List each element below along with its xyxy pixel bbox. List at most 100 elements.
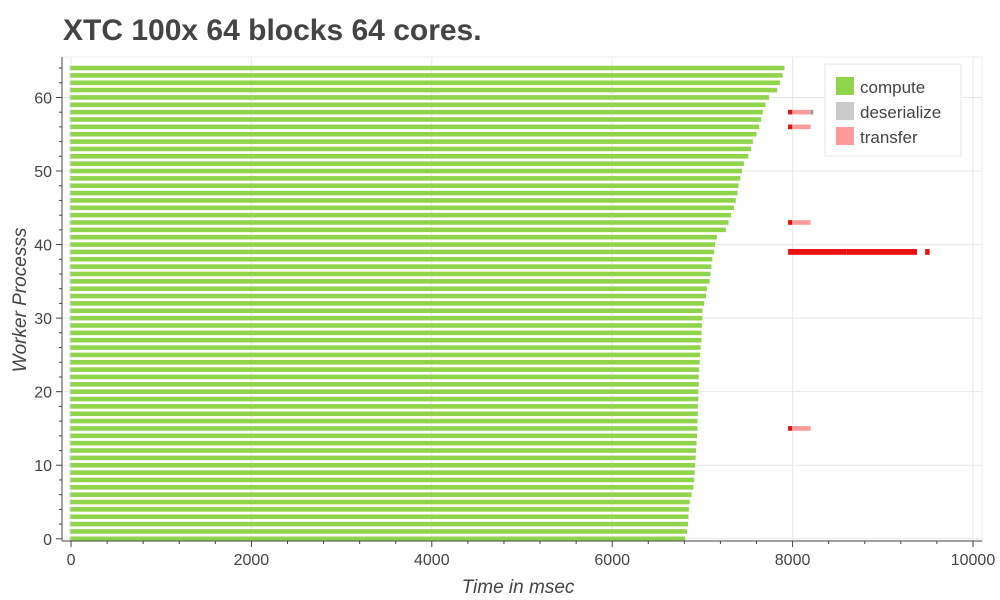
deserialize-mark	[69, 80, 72, 86]
transfer-bar	[788, 249, 847, 255]
deserialize-mark	[69, 271, 72, 277]
compute-bar	[71, 212, 732, 218]
legend-swatch-compute	[836, 77, 854, 95]
deserialize-mark	[69, 249, 72, 255]
deserialize-mark	[69, 131, 72, 137]
compute-bar	[71, 279, 710, 284]
compute-bar	[71, 109, 763, 115]
deserialize-mark	[69, 205, 72, 211]
transfer-bar	[788, 426, 811, 431]
deserialize-mark	[69, 73, 72, 78]
deserialize-mark	[69, 477, 72, 483]
deserialize-mark	[69, 168, 72, 174]
deserialize-mark	[69, 448, 72, 453]
compute-bar	[71, 514, 689, 520]
deserialize-mark	[69, 220, 72, 225]
compute-bar	[71, 227, 726, 233]
compute-bar	[71, 124, 760, 130]
x-axis-label: Time in msec	[462, 577, 575, 598]
compute-bar	[71, 301, 705, 306]
compute-bar	[71, 411, 698, 417]
y-tick-label: 30	[34, 311, 52, 328]
compute-bar	[71, 139, 753, 144]
deserialize-mark	[69, 190, 72, 196]
compute-bar	[71, 529, 688, 534]
deserialize-mark	[69, 315, 72, 321]
deserialize-mark	[69, 396, 72, 402]
compute-bar	[71, 404, 698, 409]
compute-bar	[71, 389, 699, 394]
transfer-bar	[788, 124, 811, 130]
x-tick-label: 2000	[234, 552, 270, 569]
deserialize-mark	[69, 440, 72, 446]
compute-bar	[71, 433, 697, 439]
deserialize-mark	[69, 264, 72, 269]
deserialize-mark	[69, 455, 72, 461]
compute-bar	[71, 102, 766, 108]
deserialize-mark	[69, 433, 72, 439]
y-tick-label: 0	[43, 532, 52, 549]
deserialize-mark	[69, 359, 72, 365]
compute-bar	[71, 168, 743, 174]
deserialize-mark	[69, 87, 72, 93]
axes: 0 2000 4000 6000 8000 10000 0 10 20 30 40 50 60	[34, 57, 995, 569]
compute-bar	[71, 455, 696, 461]
deserialize-mark	[69, 462, 72, 468]
deserialize-mark	[69, 521, 72, 527]
deserialize-mark	[69, 330, 72, 336]
deserialize-mark	[69, 301, 72, 306]
transfer-bar	[788, 220, 811, 225]
compute-bar	[71, 205, 734, 211]
legend-label-compute: compute	[860, 78, 925, 97]
deserialize-mark	[69, 470, 72, 475]
chart-title: XTC 100x 64 blocks 64 cores.	[63, 14, 482, 47]
deserialize-mark	[69, 411, 72, 417]
compute-bar	[71, 337, 702, 343]
deserialize-mark	[69, 227, 72, 233]
deserialize-mark	[69, 176, 72, 181]
compute-bar	[71, 426, 698, 431]
deserialize-mark	[69, 507, 72, 512]
deserialize-mark	[69, 337, 72, 343]
deserialize-mark	[69, 139, 72, 144]
y-tick-label: 50	[34, 164, 52, 181]
compute-bar	[71, 249, 715, 255]
compute-bar	[71, 374, 699, 380]
compute-bar	[71, 131, 757, 137]
compute-bar	[71, 323, 702, 328]
compute-bar	[71, 382, 699, 387]
deserialize-mark	[69, 286, 72, 292]
deserialize-mark	[69, 95, 72, 100]
compute-bar	[71, 73, 783, 78]
x-tick-label: 10000	[951, 552, 996, 569]
y-tick-label: 40	[34, 238, 52, 255]
compute-bar	[71, 448, 697, 453]
legend-label-deserialize: deserialize	[860, 103, 941, 122]
deserialize-mark	[69, 389, 72, 394]
deserialize-mark	[69, 65, 72, 71]
compute-bar	[71, 87, 778, 93]
deserialize-mark	[69, 146, 72, 152]
legend-swatch-transfer	[836, 127, 854, 145]
compute-bar	[71, 462, 696, 468]
deserialize-mark	[69, 117, 72, 122]
legend-label-transfer: transfer	[860, 128, 918, 147]
compute-bar	[71, 499, 690, 505]
deserialize-mark	[69, 418, 72, 424]
legend: compute deserialize transfer	[824, 63, 962, 157]
y-tick-label: 20	[34, 385, 52, 402]
deserialize-mark	[69, 352, 72, 358]
deserialize-mark	[69, 382, 72, 387]
deserialize-mark	[69, 161, 72, 166]
y-tick-label: 60	[34, 90, 52, 107]
y-tick-label: 10	[34, 458, 52, 475]
compute-bar	[71, 521, 688, 527]
deserialize-mark	[69, 367, 72, 372]
compute-bar	[71, 190, 738, 196]
compute-bar	[71, 95, 770, 100]
deserialize-mark	[69, 109, 72, 115]
compute-bar	[71, 308, 703, 314]
deserialize-mark	[69, 154, 72, 159]
legend-swatch-deserialize	[836, 102, 854, 120]
deserialize-mark	[69, 426, 72, 431]
